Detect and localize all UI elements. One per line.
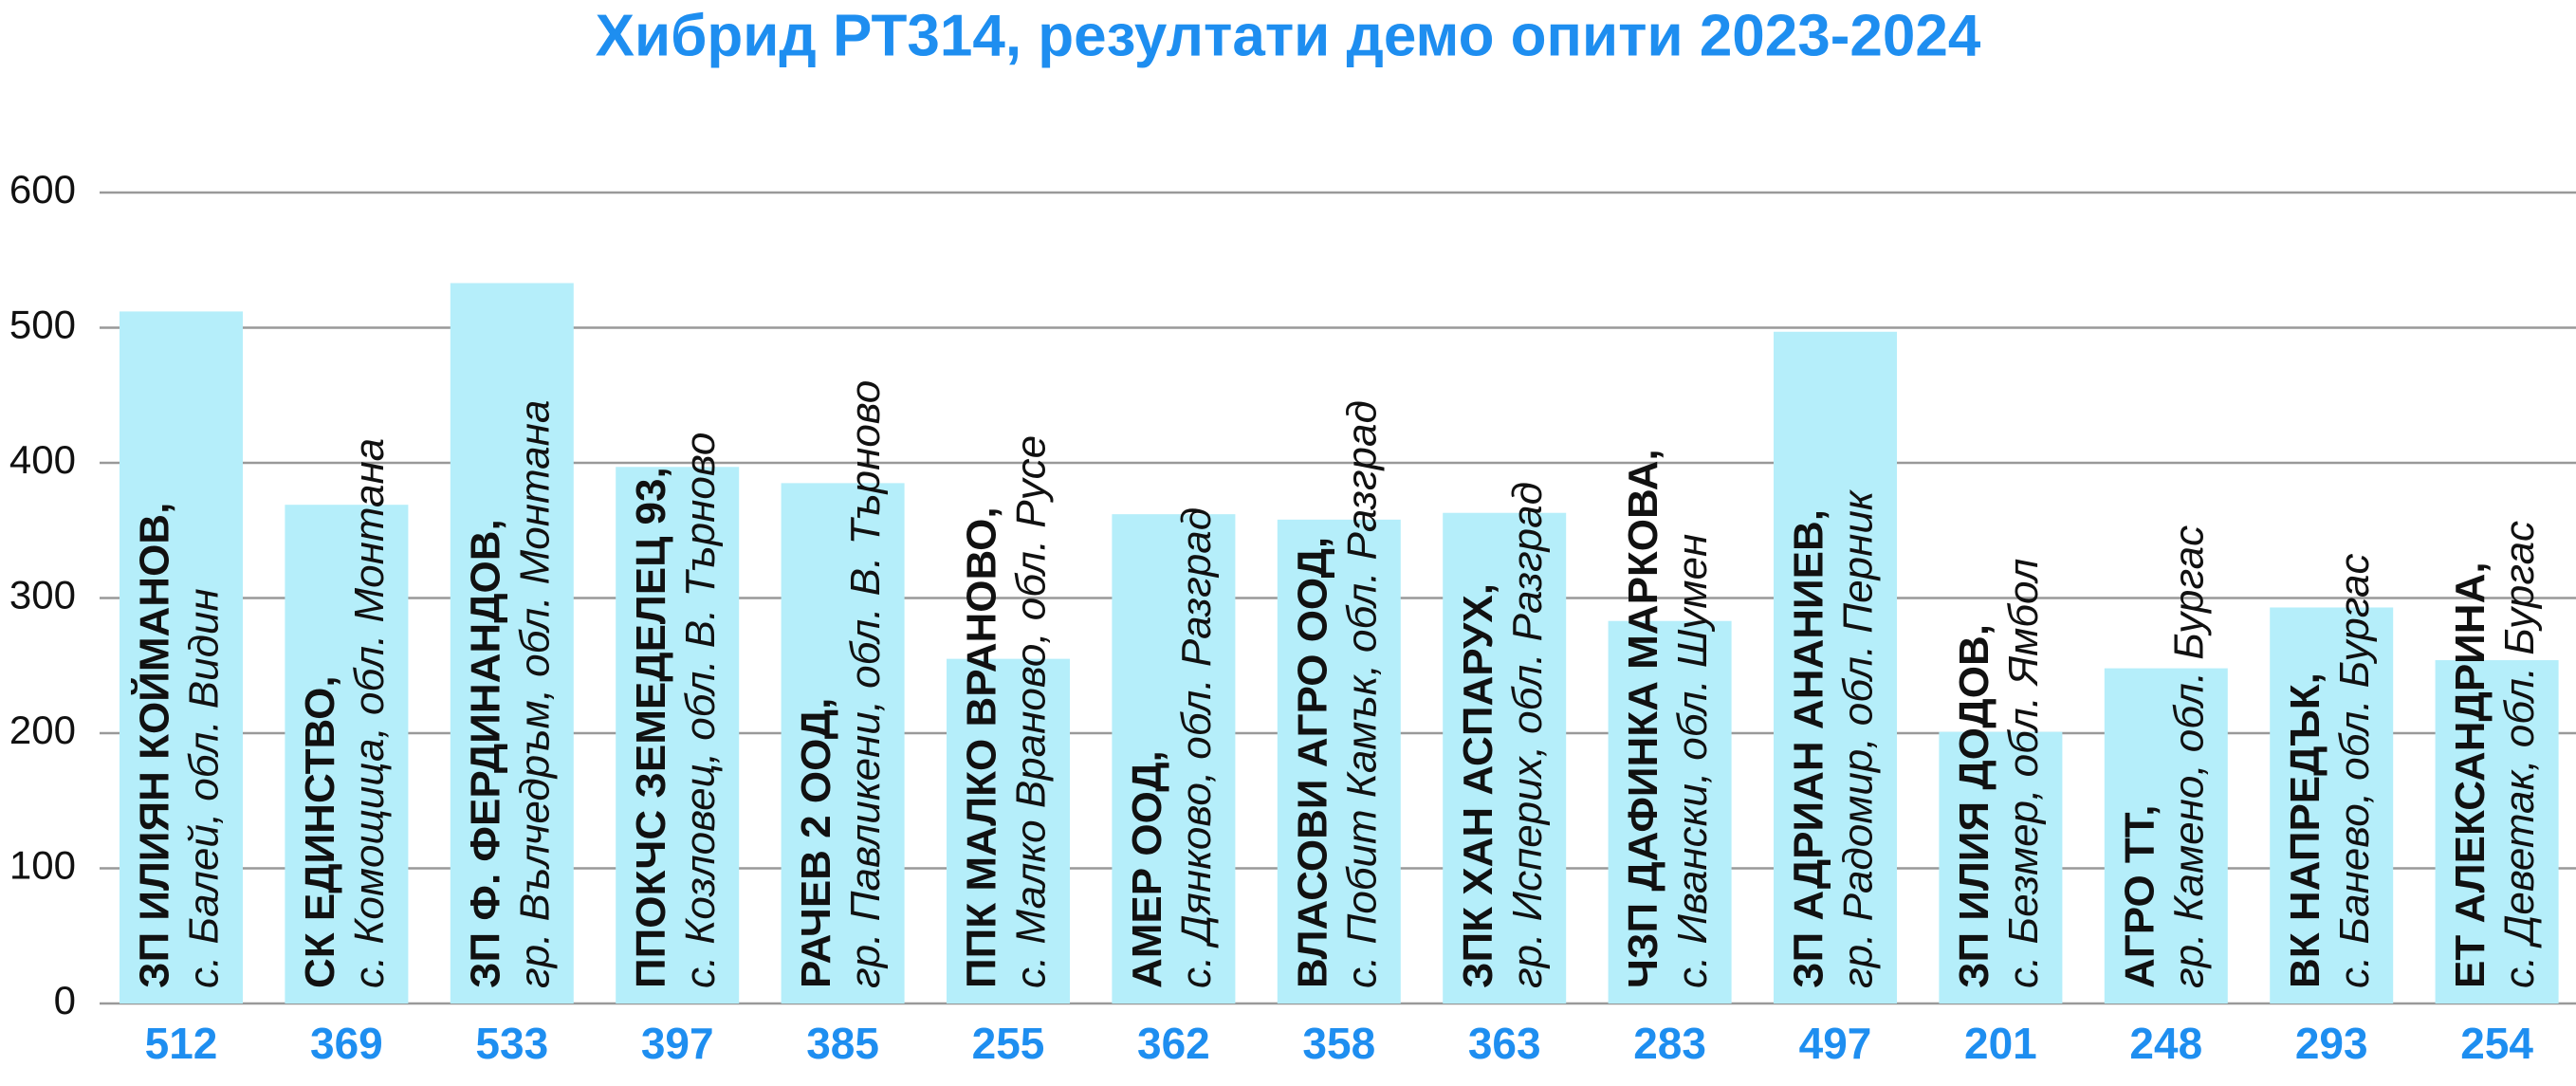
category-location: гр. Павликени, обл. В. Търново	[842, 380, 889, 988]
category-name: ЗП ИЛИЯ ДОДОВ,	[1951, 624, 1997, 988]
y-tick-label: 0	[54, 978, 76, 1022]
value-label: 283	[1633, 1019, 1706, 1068]
category-name: ЗП АДРИАН АНАНИЕВ,	[1786, 509, 1832, 988]
value-label: 293	[2295, 1019, 2368, 1068]
bar	[781, 483, 905, 1003]
bar	[1443, 512, 1567, 1003]
category-location: с. Козловец, обл. В. Търново	[677, 433, 724, 988]
category-location: с. Банево, обл. Бургас	[2331, 554, 2378, 989]
value-label: 512	[145, 1019, 218, 1068]
category-name: РАЧЕВ 2 ООД,	[793, 698, 839, 988]
y-tick-label: 600	[9, 167, 76, 212]
category-location: гр. Радомир, обл. Перник	[1835, 488, 1882, 988]
bar	[2104, 668, 2228, 1003]
category-location: гр. Исперих, обл. Разград	[1504, 482, 1551, 988]
bar	[947, 658, 1070, 1003]
value-label: 201	[1964, 1019, 2037, 1068]
bar	[450, 283, 574, 1004]
category-name: ВЛАСОВИ АГРО ООД,	[1289, 537, 1335, 988]
bar	[1608, 620, 1732, 1003]
category-name: ЧЗП ДАФИНКА МАРКОВА,	[1620, 449, 1666, 988]
bar	[2435, 660, 2559, 1003]
bar	[285, 505, 409, 1003]
value-label: 369	[310, 1019, 383, 1068]
category-location: гр. Камено, обл. Бургас	[2165, 525, 2212, 988]
category-name: ЗПК ХАН АСПАРУХ,	[1455, 583, 1501, 988]
value-label: 397	[641, 1019, 714, 1068]
bar	[1774, 331, 1897, 1003]
value-label: 362	[1137, 1019, 1210, 1068]
value-label: 363	[1468, 1019, 1541, 1068]
bar	[1939, 731, 2063, 1003]
category-location: с. Комощица, обл. Монтана	[346, 438, 393, 988]
bar	[1112, 514, 1236, 1003]
category-location: с. Балей, обл. Видин	[181, 588, 228, 988]
value-label: 385	[806, 1019, 879, 1068]
y-tick-label: 100	[9, 843, 76, 888]
value-label: 248	[2129, 1019, 2202, 1068]
value-label: 533	[475, 1019, 548, 1068]
category-location: с. Побит Камък, обл. Разград	[1338, 400, 1385, 988]
category-location: с. Деветак, обл. Бургас	[2496, 521, 2543, 988]
y-tick-label: 400	[9, 437, 76, 482]
category-name: СК ЕДИНСТВО,	[297, 675, 343, 988]
category-name: АГРО ТТ,	[2116, 804, 2162, 988]
category-name: ВК НАПРЕДЪК,	[2282, 672, 2328, 988]
category-name: ЕТ АЛЕКСАНДРИНА,	[2447, 561, 2493, 988]
category-location: гр. Вълчедръм, обл. Монтана	[511, 400, 558, 988]
bar	[2270, 607, 2394, 1003]
category-location: с. Дянково, обл. Разград	[1173, 507, 1220, 988]
value-label: 358	[1302, 1019, 1375, 1068]
category-location: с. Ивански, обл. Шумен	[1669, 534, 1716, 988]
y-tick-label: 300	[9, 573, 76, 617]
category-name: ЗП ИЛИЯН КОЙМАНОВ,	[130, 503, 178, 988]
value-label: 497	[1799, 1019, 1872, 1068]
bar	[616, 467, 740, 1003]
category-name: ППОКЧС ЗЕМЕДЕЛЕЦ 93,	[628, 467, 674, 988]
category-location: с. Безмер, обл. Ямбол	[2000, 559, 2047, 988]
category-name: АМЕР ООД,	[1124, 750, 1170, 988]
bar	[1277, 519, 1401, 1003]
category-location: с. Малко Враново, обл. Русе	[1008, 435, 1055, 988]
bar	[120, 311, 243, 1003]
value-label: 255	[972, 1019, 1045, 1068]
y-tick-label: 200	[9, 708, 76, 752]
category-name: ЗП Ф. ФЕРДИНАНДОВ,	[462, 519, 508, 988]
y-tick-label: 500	[9, 303, 76, 347]
chart-title: Хибрид РТ314, резултати демо опити 2023-…	[596, 3, 1981, 68]
category-name: ППК МАЛКО ВРАНОВО,	[959, 506, 1005, 988]
value-label: 254	[2460, 1019, 2533, 1068]
